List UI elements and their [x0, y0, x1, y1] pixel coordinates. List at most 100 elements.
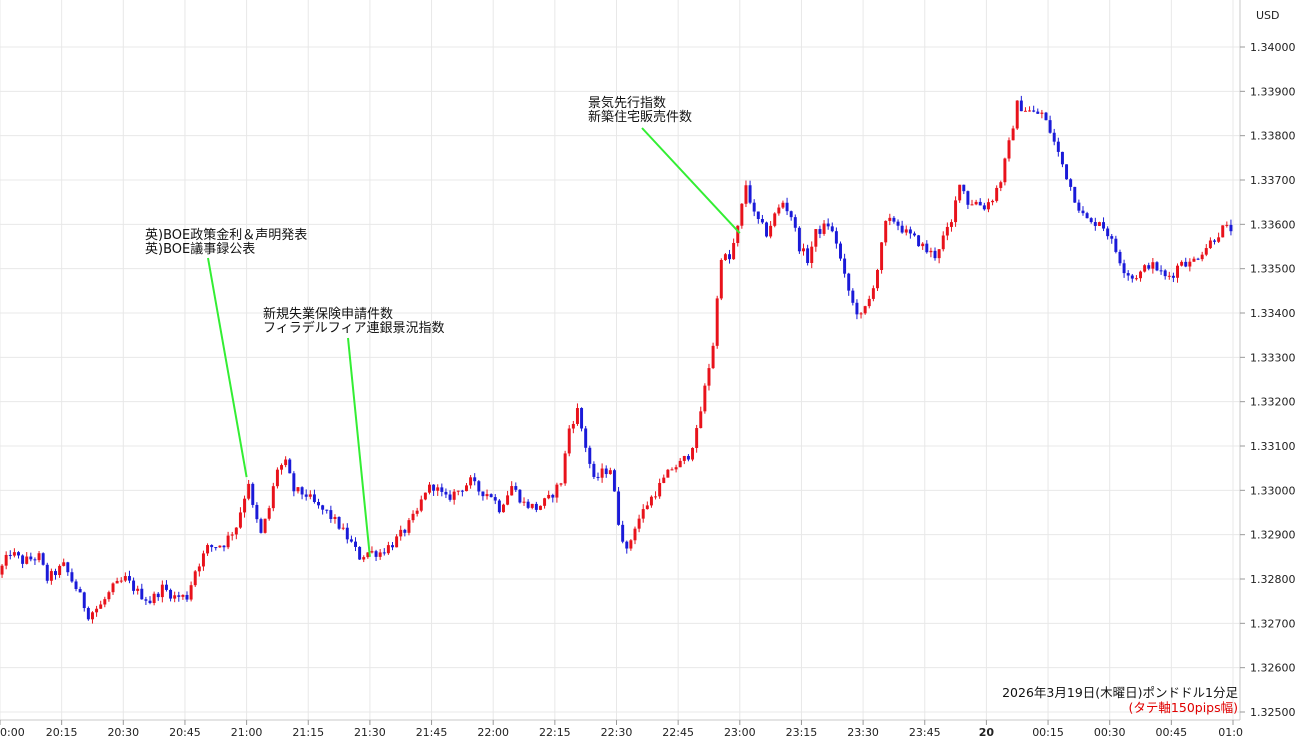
candle-body	[123, 576, 127, 581]
candle-body	[259, 519, 263, 533]
candle-body	[892, 217, 896, 222]
candle-body	[41, 553, 45, 565]
candle-body	[769, 225, 773, 237]
candle-body	[33, 559, 37, 561]
candle-body	[296, 487, 300, 492]
y-tick-label: 1.33400	[1250, 307, 1296, 320]
candle-body	[1011, 128, 1015, 141]
candle-body	[1151, 262, 1155, 269]
candle-body	[1069, 179, 1073, 187]
candle-body	[949, 222, 953, 227]
candle-body	[201, 553, 205, 567]
candle-body	[362, 557, 366, 560]
candle-body	[1217, 237, 1221, 242]
candle-body	[678, 460, 682, 468]
candle-body	[271, 486, 275, 509]
candle-body	[312, 494, 316, 502]
candle-body	[929, 250, 933, 253]
candle-body	[214, 547, 218, 549]
candle-body	[247, 483, 251, 499]
x-tick-label: 20:30	[107, 726, 139, 739]
candle-body	[12, 552, 16, 556]
candle-body	[127, 576, 131, 581]
candle-body	[530, 503, 534, 508]
candle-body	[432, 484, 436, 491]
candle-body	[695, 428, 699, 448]
candle-body	[378, 552, 382, 557]
candle-body	[263, 518, 267, 533]
x-tick-label: 23:45	[909, 726, 941, 739]
candle-body	[954, 200, 958, 223]
candle-body	[917, 235, 921, 247]
candle-body	[403, 529, 407, 533]
annotation-label: 英)BOE政策金利＆声明発表	[145, 227, 307, 243]
candle-body	[612, 470, 616, 492]
candle-body	[366, 552, 370, 558]
y-tick-label: 1.33900	[1250, 85, 1296, 98]
candle-body	[399, 529, 403, 537]
candle-body	[17, 552, 20, 556]
candle-body	[1163, 270, 1167, 277]
candle-body	[395, 536, 399, 548]
x-tick-label: 22:15	[539, 726, 571, 739]
candle-body	[888, 217, 892, 221]
candle-body	[1077, 202, 1081, 211]
candle-body	[1143, 265, 1147, 272]
candle-body	[621, 524, 625, 542]
candle-body	[991, 200, 995, 203]
candle-body	[567, 428, 571, 454]
x-tick-label: 22:00	[477, 726, 509, 739]
candle-body	[1065, 164, 1069, 180]
candle-body	[501, 504, 505, 513]
candle-body	[144, 599, 148, 601]
candle-body	[54, 571, 57, 576]
candle-body	[8, 554, 12, 556]
candle-body	[559, 483, 563, 485]
candle-body	[1184, 261, 1188, 267]
candle-body	[1102, 222, 1106, 229]
candle-body	[1159, 270, 1163, 272]
candle-body	[1085, 213, 1089, 219]
x-tick-label: 21:30	[354, 726, 386, 739]
candle-body	[452, 491, 456, 500]
candle-body	[884, 220, 888, 243]
candle-body	[29, 556, 33, 560]
candle-body	[682, 455, 686, 461]
candle-body	[234, 527, 238, 535]
y-tick-label: 1.33800	[1250, 130, 1296, 143]
candle-body	[160, 584, 164, 598]
y-tick-label: 1.32500	[1250, 706, 1296, 719]
candle-body	[575, 408, 579, 424]
candle-body	[649, 496, 653, 506]
candle-body	[4, 554, 8, 566]
y-tick-label: 1.32600	[1250, 662, 1296, 675]
y-tick-label: 1.32900	[1250, 529, 1296, 542]
y-tick-labels: 1.34000 1.33900 1.33800 1.33700 1.33600 1.335…	[1240, 41, 1296, 719]
candle-body	[280, 465, 284, 470]
candle-body	[563, 453, 567, 484]
candle-body	[538, 505, 542, 510]
annotation-pointer-line	[347, 337, 371, 557]
y-tick-label: 1.32800	[1250, 573, 1296, 586]
x-tick-label: 20:15	[46, 726, 78, 739]
candle-body	[904, 229, 908, 233]
candle-body	[300, 487, 304, 495]
candle-body	[177, 595, 181, 597]
candle-body	[448, 494, 452, 500]
x-tick-label: 00:30	[1094, 726, 1126, 739]
x-tick-label: 23:00	[724, 726, 756, 739]
candle-body	[839, 243, 842, 259]
candle-body	[740, 203, 744, 226]
candle-body	[686, 455, 690, 460]
candle-body	[962, 184, 966, 192]
candle-body	[140, 588, 144, 600]
candle-body	[164, 584, 168, 590]
x-tick-label: 23:15	[786, 726, 818, 739]
candle-body	[945, 226, 949, 236]
candle-body	[1040, 112, 1044, 114]
annotation-label: 英)BOE議事録公表	[145, 242, 255, 257]
candle-body	[70, 572, 74, 582]
candle-body	[765, 222, 768, 237]
candle-body	[617, 491, 621, 525]
